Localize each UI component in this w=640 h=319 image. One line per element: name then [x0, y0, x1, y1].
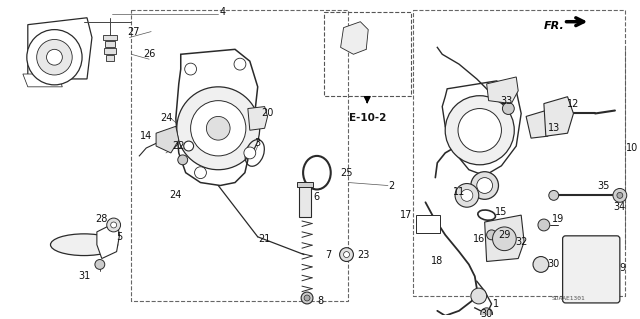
Text: 16: 16 — [472, 234, 485, 244]
Text: 15: 15 — [495, 207, 508, 217]
Polygon shape — [526, 110, 551, 138]
Circle shape — [613, 189, 627, 202]
Circle shape — [471, 172, 499, 199]
Polygon shape — [23, 74, 62, 87]
Bar — [297, 182, 313, 188]
Bar — [104, 48, 116, 54]
Circle shape — [184, 141, 193, 151]
Text: 30: 30 — [481, 309, 493, 319]
Polygon shape — [442, 81, 521, 176]
Circle shape — [458, 108, 501, 152]
Bar — [131, 10, 349, 301]
FancyBboxPatch shape — [563, 236, 620, 303]
Text: 18: 18 — [431, 256, 444, 266]
Text: 14: 14 — [140, 131, 152, 141]
Text: E-10-2: E-10-2 — [349, 114, 386, 123]
Text: 6: 6 — [314, 192, 320, 202]
Text: 28: 28 — [95, 214, 108, 224]
Circle shape — [191, 101, 246, 156]
Bar — [415, 215, 440, 233]
Text: FR.: FR. — [544, 21, 564, 31]
Circle shape — [455, 183, 479, 207]
Polygon shape — [544, 97, 573, 136]
Text: 21: 21 — [259, 234, 271, 244]
Circle shape — [538, 219, 550, 231]
Polygon shape — [28, 18, 92, 79]
Text: 23: 23 — [357, 249, 369, 260]
Text: 3: 3 — [255, 138, 260, 148]
Circle shape — [533, 256, 549, 272]
Circle shape — [185, 63, 196, 75]
Text: 8: 8 — [318, 296, 324, 306]
Text: 1: 1 — [493, 299, 500, 309]
Circle shape — [178, 155, 188, 165]
Circle shape — [461, 189, 473, 201]
Circle shape — [304, 295, 310, 301]
Circle shape — [36, 40, 72, 75]
Text: 19: 19 — [552, 214, 564, 224]
Circle shape — [301, 292, 313, 304]
Polygon shape — [484, 215, 524, 262]
Circle shape — [486, 230, 497, 240]
Circle shape — [344, 252, 349, 257]
Text: SDAAE1301: SDAAE1301 — [552, 296, 586, 301]
Polygon shape — [156, 126, 179, 153]
Text: 27: 27 — [127, 26, 140, 37]
Ellipse shape — [51, 234, 118, 256]
Circle shape — [481, 308, 493, 319]
Text: 11: 11 — [453, 188, 465, 197]
Circle shape — [47, 49, 62, 65]
Text: 22: 22 — [173, 141, 185, 151]
Circle shape — [234, 58, 246, 70]
Text: 9: 9 — [620, 263, 626, 273]
Text: 24: 24 — [170, 190, 182, 200]
Bar — [103, 34, 116, 41]
Circle shape — [340, 248, 353, 262]
Polygon shape — [248, 107, 268, 130]
Bar — [324, 12, 411, 96]
Text: 29: 29 — [498, 230, 511, 240]
Text: 35: 35 — [597, 181, 609, 190]
Text: 13: 13 — [548, 123, 560, 133]
Text: 4: 4 — [219, 7, 225, 17]
Text: 7: 7 — [326, 249, 332, 260]
Circle shape — [471, 288, 486, 304]
Text: 17: 17 — [399, 210, 412, 220]
Text: 26: 26 — [143, 49, 156, 59]
Circle shape — [502, 103, 515, 115]
Circle shape — [207, 116, 230, 140]
Text: 25: 25 — [340, 168, 353, 178]
Text: 32: 32 — [515, 237, 527, 247]
Circle shape — [27, 30, 82, 85]
Text: 2: 2 — [388, 181, 394, 190]
Polygon shape — [97, 222, 120, 258]
Circle shape — [445, 96, 515, 165]
Circle shape — [195, 167, 207, 179]
Text: 34: 34 — [614, 202, 626, 212]
Text: 31: 31 — [78, 271, 90, 281]
Bar — [413, 10, 625, 296]
Text: 12: 12 — [567, 99, 580, 108]
Bar — [105, 41, 115, 47]
Polygon shape — [486, 77, 518, 104]
Text: 10: 10 — [625, 143, 638, 153]
Circle shape — [95, 260, 105, 269]
Text: 24: 24 — [160, 114, 172, 123]
Circle shape — [617, 192, 623, 198]
Text: 30: 30 — [548, 259, 560, 270]
Circle shape — [107, 218, 120, 232]
Polygon shape — [176, 49, 258, 186]
Bar — [299, 186, 311, 217]
Circle shape — [477, 178, 493, 193]
Circle shape — [177, 87, 260, 170]
Circle shape — [244, 147, 256, 159]
Circle shape — [493, 227, 516, 251]
Circle shape — [111, 222, 116, 228]
Polygon shape — [340, 22, 368, 54]
Circle shape — [549, 190, 559, 200]
Text: 20: 20 — [261, 108, 274, 118]
Text: 5: 5 — [116, 232, 123, 242]
Text: 33: 33 — [500, 96, 513, 106]
Bar — [106, 55, 114, 61]
